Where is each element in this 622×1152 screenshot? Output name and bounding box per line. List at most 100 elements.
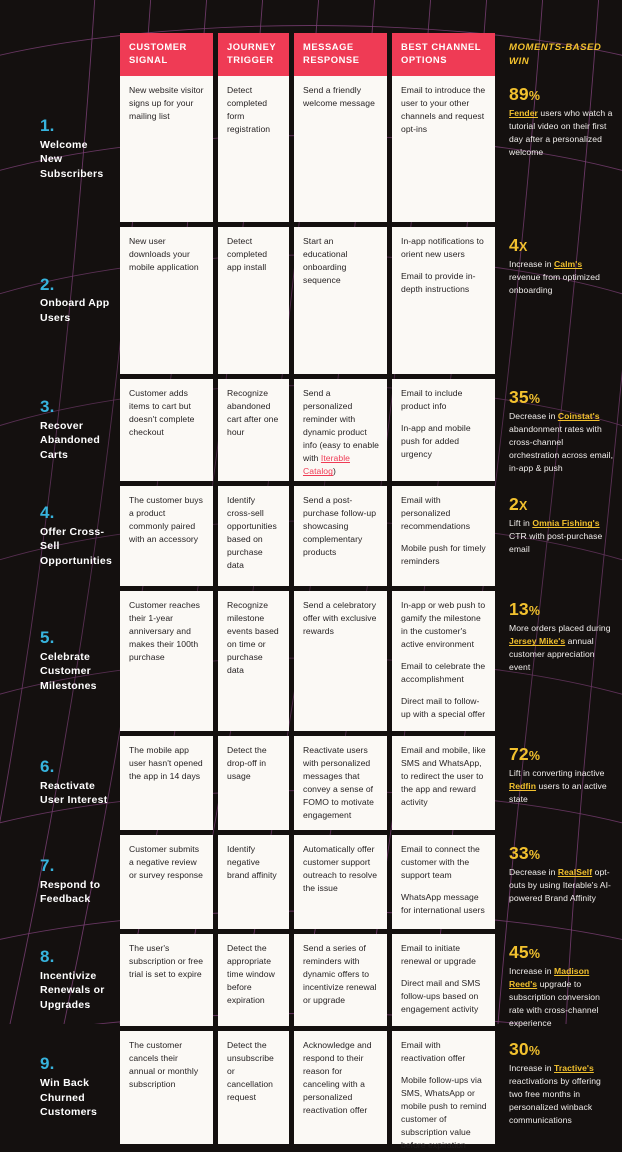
step-title: Respond to Feedback — [40, 878, 101, 906]
table-body: 1. Welcome New Subscribers New website vis… — [0, 75, 622, 1150]
step-number: 9. — [40, 1054, 55, 1074]
table-row: 6. Reactivate User Interest The mobile app… — [0, 735, 622, 830]
row-cells: New website visitor signs up for your ma… — [120, 75, 498, 222]
cell-best-channel-options: Email to connect the customer with the s… — [392, 834, 495, 929]
cell-journey-trigger: Detect completed form registration — [218, 75, 289, 222]
win-statistic-unit: % — [528, 946, 541, 961]
cell-paragraph: Direct mail to follow-up with a special … — [401, 696, 486, 720]
win-statistic-unit: X — [518, 498, 528, 513]
win-brand-link[interactable]: Fender — [509, 108, 538, 119]
cell-paragraph: Recognize abandoned cart after one hour — [227, 387, 279, 438]
column-header-moments-based-win-wrap: MOMENTS-BASED WIN — [498, 33, 622, 76]
cell-journey-trigger: Recognize abandoned cart after one hour — [218, 378, 289, 481]
step-title: Win Back Churned Customers — [40, 1077, 98, 1119]
cell-paragraph: Mobile follow-ups via SMS, WhatsApp or m… — [401, 1075, 487, 1151]
win-statistic-unit: % — [528, 88, 541, 103]
win-statistic: 33% — [509, 842, 541, 863]
cell-paragraph: WhatsApp message for international users — [401, 892, 485, 916]
cell-paragraph: Customer adds items to cart but doesn't … — [129, 387, 195, 438]
step-number: 3. — [40, 396, 55, 416]
win-statistic: 35% — [509, 386, 541, 407]
row-cells: The customer cancels their annual or mon… — [120, 1030, 498, 1150]
win-statistic-unit: % — [528, 847, 541, 862]
win-statistic-unit: % — [528, 1043, 541, 1058]
cell-paragraph: Automatically offer customer support out… — [303, 843, 378, 894]
win-statistic: 4X — [509, 234, 528, 255]
step-title: Welcome New Subscribers — [40, 138, 104, 180]
win-statistic-unit: % — [528, 603, 541, 618]
cell-paragraph: Email to introduce the user to your othe… — [401, 84, 486, 135]
cell-journey-trigger: Detect completed app install — [218, 226, 289, 374]
cell-customer-signal: Customer adds items to cart but doesn't … — [120, 378, 213, 481]
cell-best-channel-options: Email and mobile, like SMS and WhatsApp,… — [392, 735, 495, 830]
cell-paragraph: In-app or web push to gamify the milesto… — [401, 599, 486, 650]
win-brand-link[interactable]: RealSelf — [557, 867, 593, 878]
win-brand-link[interactable]: Omnia Fishing's — [532, 518, 600, 529]
win-description: Increase in Tractive's reactivations by … — [509, 1063, 601, 1125]
cell-customer-signal: The customer buys a product commonly pai… — [120, 485, 213, 586]
row-label-cell: 3. Recover Abandoned Carts — [0, 379, 120, 481]
infographic-sheet: CUSTOMER SIGNAL JOURNEY TRIGGER MESSAGE … — [0, 33, 622, 1150]
win-brand-link[interactable]: Jersey Mike's — [509, 636, 566, 647]
win-brand-link[interactable]: Tractive's — [554, 1063, 594, 1074]
win-statistic: 72% — [509, 743, 541, 764]
win-brand-link[interactable]: Redfin — [509, 781, 537, 792]
row-cells: Customer submits a negative review or su… — [120, 834, 498, 929]
moments-based-win-cell: 2X Lift in Omnia Fishing's CTR with post-… — [498, 486, 622, 586]
cell-paragraph: Email to celebrate the accomplishment — [401, 661, 486, 685]
moments-based-win-cell: 4X Increase in Calm's revenue from optimi… — [498, 227, 622, 374]
row-label-cell: 9. Win Back Churned Customers — [0, 1031, 120, 1144]
cell-best-channel-options: Email to introduce the user to your othe… — [392, 75, 495, 222]
win-brand-link[interactable]: Coinstat's — [557, 411, 600, 422]
column-header-customer-signal: CUSTOMER SIGNAL — [120, 33, 213, 76]
cell-best-channel-options: In-app notifications to orient new users… — [392, 226, 495, 374]
cell-message-response: Reactivate users with personalized messa… — [294, 735, 387, 830]
cell-paragraph: Email and mobile, like SMS and WhatsApp,… — [401, 744, 486, 808]
cell-paragraph: Detect completed app install — [227, 235, 268, 273]
cell-paragraph: Identify negative brand affinity — [227, 843, 277, 881]
row-cells: Customer adds items to cart but doesn't … — [120, 378, 498, 481]
cell-paragraph: The mobile app user hasn't opened the ap… — [129, 744, 203, 782]
cell-paragraph: New user downloads your mobile applicati… — [129, 235, 199, 273]
cell-paragraph: Mobile push for timely reminders — [401, 543, 486, 567]
moments-based-win-cell: 45% Increase in Madison Reed's upgrade to… — [498, 934, 622, 1028]
cell-journey-trigger: Recognize milestone events based on time… — [218, 590, 289, 731]
row-label-cell: 8. Incentivize Renewals or Upgrades — [0, 934, 120, 1026]
cell-paragraph: The customer cancels their annual or mon… — [129, 1039, 199, 1090]
moments-based-win-cell: 33% Decrease in RealSelf opt-outs by usin… — [498, 835, 622, 929]
cell-customer-signal: New website visitor signs up for your ma… — [120, 75, 213, 222]
win-description: Decrease in Coinstat's abandonment rates… — [509, 411, 614, 473]
win-description: Increase in Calm's revenue from optimize… — [509, 259, 600, 296]
cell-customer-signal: The customer cancels their annual or mon… — [120, 1030, 213, 1144]
column-header-journey-trigger: JOURNEY TRIGGER — [218, 33, 289, 76]
row-cells: New user downloads your mobile applicati… — [120, 226, 498, 374]
cell-paragraph: Identify cross-sell opportunities based … — [227, 494, 277, 571]
win-statistic: 45% — [509, 941, 541, 962]
iterable-catalog-link[interactable]: Iterable Catalog — [303, 453, 350, 477]
cell-message-response: Send a personalized reminder with dynami… — [294, 378, 387, 481]
step-title: Recover Abandoned Carts — [40, 419, 100, 461]
cell-paragraph: In-app notifications to orient new users — [401, 235, 484, 259]
table-row: 9. Win Back Churned Customers The customer… — [0, 1030, 622, 1150]
step-title: Reactivate User Interest — [40, 779, 108, 807]
win-brand-link[interactable]: Calm's — [554, 259, 583, 270]
cell-customer-signal: Customer reaches their 1-year anniversar… — [120, 590, 213, 731]
cell-customer-signal: The mobile app user hasn't opened the ap… — [120, 735, 213, 830]
cell-paragraph: Detect the unsubscribe or cancellation r… — [227, 1039, 274, 1103]
row-cells: The mobile app user hasn't opened the ap… — [120, 735, 498, 830]
win-description: Increase in Madison Reed's upgrade to su… — [509, 966, 600, 1028]
cell-paragraph: Detect the drop-off in usage — [227, 744, 267, 782]
cell-paragraph: Reactivate users with personalized messa… — [303, 744, 374, 821]
cell-paragraph: Customer reaches their 1-year anniversar… — [129, 599, 201, 663]
row-label-cell: 4. Offer Cross-Sell Opportunities — [0, 486, 120, 586]
cell-paragraph: Customer submits a negative review or su… — [129, 843, 203, 881]
header-gutter — [0, 33, 120, 76]
table-row: 4. Offer Cross-Sell Opportunities The cust… — [0, 485, 622, 586]
win-description: Fender users who watch a tutorial video … — [509, 108, 613, 158]
moments-based-win-cell: 89% Fender users who watch a tutorial vid… — [498, 76, 622, 222]
win-statistic-unit: X — [518, 239, 528, 254]
row-cells: The user's subscription or free trial is… — [120, 933, 498, 1026]
win-brand-link[interactable]: Madison Reed's — [509, 966, 590, 990]
cell-paragraph: Detect the appropriate time window befor… — [227, 942, 275, 1006]
cell-paragraph: Send a celebratory offer with exclusive … — [303, 599, 377, 637]
